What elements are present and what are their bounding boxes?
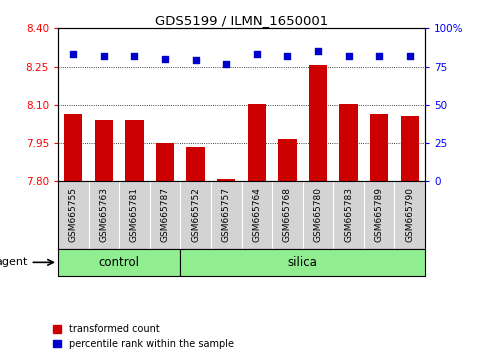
- Text: GSM665764: GSM665764: [252, 187, 261, 241]
- Point: [192, 58, 199, 63]
- Point: [100, 53, 108, 59]
- Bar: [180, 249, 425, 276]
- Point: [314, 48, 322, 54]
- Bar: [309, 65, 327, 181]
- Bar: [217, 179, 235, 181]
- Text: GSM665783: GSM665783: [344, 187, 353, 242]
- Text: GSM665757: GSM665757: [222, 187, 231, 242]
- Title: GDS5199 / ILMN_1650001: GDS5199 / ILMN_1650001: [155, 14, 328, 27]
- Bar: [156, 143, 174, 181]
- Point: [345, 53, 353, 59]
- Bar: [64, 114, 83, 181]
- Point: [406, 53, 413, 59]
- Bar: [278, 139, 297, 181]
- Legend: transformed count, percentile rank within the sample: transformed count, percentile rank withi…: [53, 324, 234, 349]
- Point: [161, 56, 169, 62]
- Point: [375, 53, 383, 59]
- Text: GSM665787: GSM665787: [160, 187, 170, 242]
- Text: GSM665763: GSM665763: [99, 187, 108, 242]
- Bar: [248, 104, 266, 181]
- Text: GSM665781: GSM665781: [130, 187, 139, 242]
- Bar: [186, 147, 205, 181]
- Point: [284, 53, 291, 59]
- Bar: [95, 120, 113, 181]
- Text: GSM665768: GSM665768: [283, 187, 292, 242]
- Bar: [400, 116, 419, 181]
- Bar: [340, 104, 358, 181]
- Bar: [370, 114, 388, 181]
- Text: agent: agent: [0, 257, 28, 267]
- Text: GSM665790: GSM665790: [405, 187, 414, 242]
- Text: GSM665780: GSM665780: [313, 187, 323, 242]
- Point: [130, 53, 138, 59]
- Bar: [58, 249, 180, 276]
- Point: [222, 61, 230, 66]
- Text: GSM665755: GSM665755: [69, 187, 78, 242]
- Text: GSM665752: GSM665752: [191, 187, 200, 241]
- Point: [70, 51, 77, 57]
- Bar: [125, 120, 143, 181]
- Text: GSM665789: GSM665789: [375, 187, 384, 242]
- Text: control: control: [99, 256, 140, 269]
- Text: silica: silica: [288, 256, 318, 269]
- Point: [253, 51, 261, 57]
